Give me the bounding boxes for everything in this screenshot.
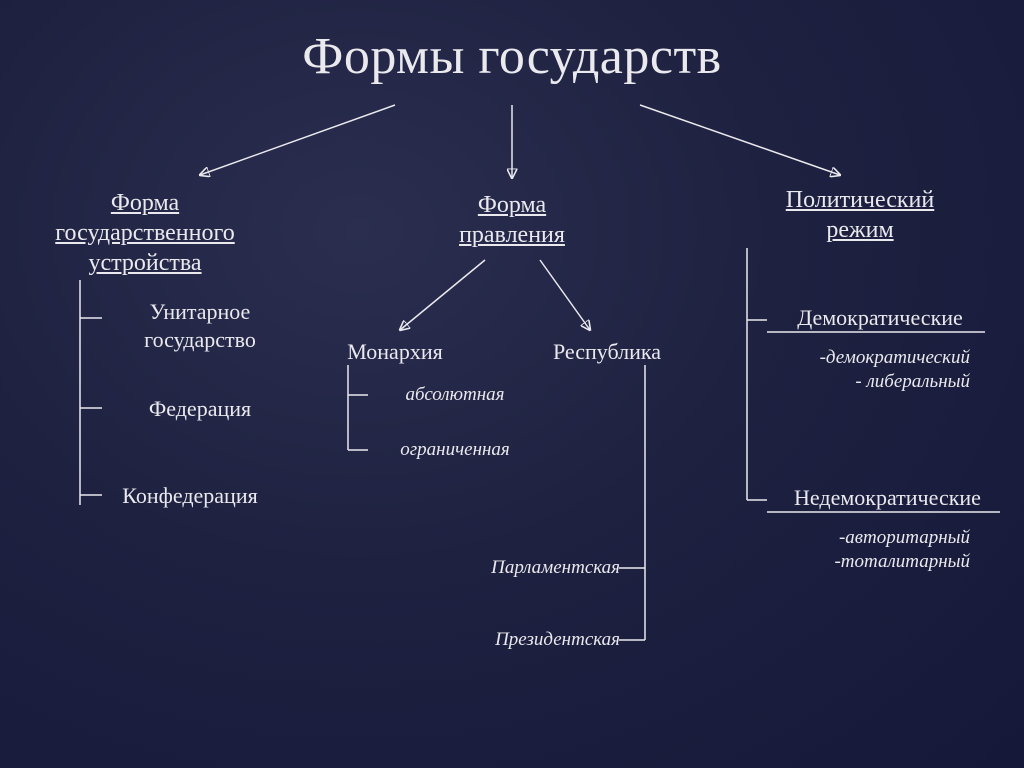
structure-item-2: Федерация [110,395,290,423]
arrow-title-left [200,105,395,175]
regime-group-2-label: Недемократические [770,484,1005,512]
regime-group-2-items: -авторитарный -тоталитарный [770,526,970,574]
branch-heading-governance: Форма правления [412,190,612,250]
regime-group-1-items: -демократический - либеральный [770,346,970,394]
structure-item-1: Унитарное государство [110,298,290,353]
republic-label: Республика [532,338,682,366]
diagram-title: Формы государств [0,24,1024,89]
arrow-title-right [640,105,840,175]
arrow-gov-monarchy [400,260,485,330]
arrow-gov-republic [540,260,590,330]
regime-group-1-label: Демократические [770,304,990,332]
monarchy-label: Монархия [330,338,460,366]
branch-heading-regime: Политический режим [740,185,980,245]
diagram-stage: Формы государств [0,0,1024,768]
branch-heading-structure: Форма государственного устройства [20,188,270,278]
republic-item-1: Парламентская [440,556,620,580]
monarchy-item-2: ограниченная [375,438,535,462]
structure-item-3: Конфедерация [90,482,290,510]
republic-item-2: Президентская [440,628,620,652]
monarchy-item-1: абсолютная [375,383,535,407]
